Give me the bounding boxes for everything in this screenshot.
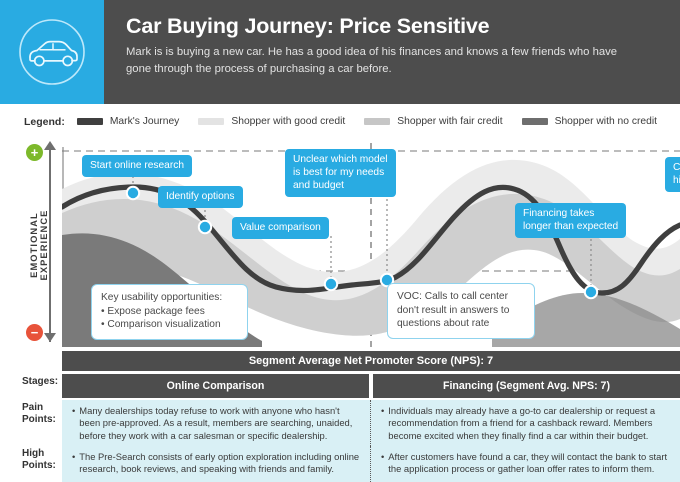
negative-indicator-icon: −	[26, 324, 43, 341]
bullet-icon: •	[381, 405, 385, 416]
list-item-text: The Pre-Search consists of early option …	[79, 451, 360, 475]
high-points-label-line1: High	[22, 448, 45, 459]
high-points-row: High Points: • The Pre-Search consists o…	[0, 446, 680, 482]
bullet-icon: •	[72, 405, 76, 416]
annotation-start-online-research: Start online research	[82, 155, 193, 177]
list-item: • After customers have found a car, they…	[381, 451, 670, 476]
legend-item-2: Shopper with fair credit	[364, 116, 503, 127]
pain-points-row: Pain Points: • Many dealerships today re…	[0, 400, 680, 446]
legend-swatch-icon	[76, 118, 103, 125]
pain-points-cells: • Many dealerships today refuse to work …	[62, 400, 680, 446]
positive-indicator-icon: +	[26, 144, 43, 161]
annotation-unclear-which-model: Unclear which model is best for my needs…	[285, 149, 396, 197]
y-axis-label: EMOTIONAL EXPERIENCE	[29, 209, 49, 281]
bullet-icon: •	[72, 451, 76, 462]
high-points-label-line2: Points:	[22, 460, 56, 471]
legend-item-0: Mark's Journey	[76, 116, 180, 127]
page-title: Car Buying Journey: Price Sensitive	[126, 14, 490, 38]
emotional-experience-chart: + − EMOTIONAL EXPERIENCE	[0, 139, 680, 351]
axis-arrow-down-icon	[44, 333, 56, 342]
list-item-text: Individuals may already have a go-to car…	[388, 405, 656, 441]
annotation-financing-takes-longer: Financing takes longer than expected	[515, 203, 627, 238]
stages-row: Stages: Online Comparison Financing (Seg…	[0, 374, 680, 398]
legend-item-label: Shopper with no credit	[554, 116, 658, 127]
header-body: Car Buying Journey: Price Sensitive Mark…	[104, 0, 680, 104]
pain-points-label: Pain Points:	[0, 400, 62, 446]
table-cell: • Individuals may already have a go-to c…	[371, 400, 680, 446]
legend-swatch-icon	[521, 118, 548, 125]
list-item-text: Many dealerships today refuse to work wi…	[79, 405, 353, 441]
annotation-value-comparison: Value comparison	[232, 217, 329, 239]
annotation-identify-options: Identify options	[158, 186, 243, 208]
stages-row-label: Stages:	[22, 376, 59, 387]
high-points-cells: • The Pre-Search consists of early optio…	[62, 446, 680, 482]
annotation-customer-service-clipped: Cus hig	[665, 157, 680, 192]
list-item-text: After customers have found a car, they w…	[388, 451, 668, 475]
list-item: • Many dealerships today refuse to work …	[72, 405, 361, 442]
legend-item-label: Shopper with good credit	[231, 116, 346, 127]
legend-item-label: Mark's Journey	[109, 116, 180, 127]
high-points-label: High Points:	[0, 446, 62, 482]
bullet-icon: •	[381, 451, 385, 462]
logo-box	[0, 0, 104, 104]
legend-label: Legend:	[24, 115, 65, 128]
legend-item-1: Shopper with good credit	[198, 116, 345, 127]
axis-arrow-up-icon	[44, 141, 56, 150]
y-axis: + − EMOTIONAL EXPERIENCE	[18, 139, 62, 351]
column-divider	[370, 400, 371, 446]
car-icon	[19, 19, 85, 85]
page-subtitle: Mark is is buying a new car. He has a go…	[126, 46, 618, 75]
axis-line	[49, 147, 51, 342]
stage-cells: Online Comparison Financing (Segment Avg…	[62, 374, 680, 398]
plot-area: Start online research Identify options V…	[62, 143, 680, 347]
legend: Legend: Mark's Journey Shopper with good…	[0, 104, 680, 139]
table-cell: • Many dealerships today refuse to work …	[62, 400, 371, 446]
pain-points-label-line2: Points:	[22, 414, 56, 425]
list-item: • The Pre-Search consists of early optio…	[72, 451, 361, 476]
segment-nps-bar: Segment Average Net Promoter Score (NPS)…	[62, 351, 680, 371]
note-key-usability-opportunities: Key usability opportunities: • Expose pa…	[91, 284, 248, 340]
legend-swatch-icon	[364, 118, 391, 125]
table-cell: • The Pre-Search consists of early optio…	[62, 446, 371, 482]
pain-points-label-line1: Pain	[22, 402, 44, 413]
stage-online-comparison[interactable]: Online Comparison	[62, 374, 369, 398]
stage-financing[interactable]: Financing (Segment Avg. NPS: 7)	[373, 374, 680, 398]
legend-swatch-icon	[198, 118, 225, 125]
note-voc: VOC: Calls to call center don't result i…	[387, 283, 535, 339]
list-item: • Individuals may already have a go-to c…	[381, 405, 670, 442]
table-cell: • After customers have found a car, they…	[371, 446, 680, 482]
legend-item-label: Shopper with fair credit	[397, 116, 503, 127]
header: Car Buying Journey: Price Sensitive Mark…	[0, 0, 680, 104]
legend-item-3: Shopper with no credit	[521, 116, 658, 127]
column-divider	[370, 446, 371, 482]
